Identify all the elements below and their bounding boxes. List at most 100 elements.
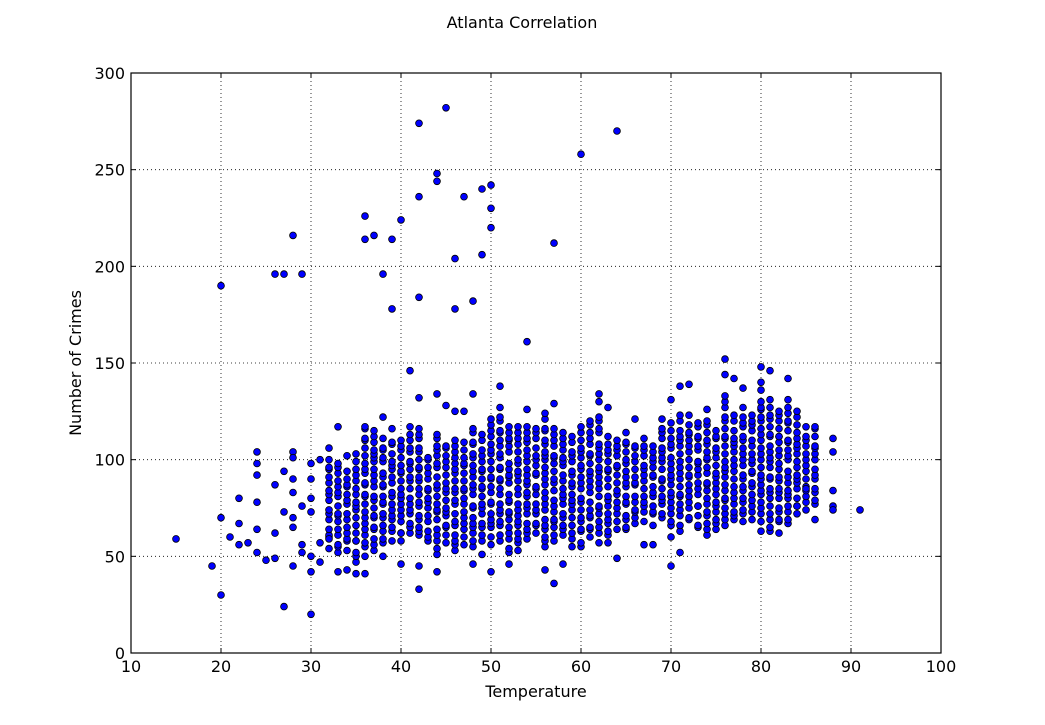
scatter-point	[433, 500, 441, 508]
scatter-point	[739, 403, 747, 412]
scatter-point	[775, 446, 783, 454]
scatter-point	[487, 498, 495, 507]
scatter-point	[784, 446, 792, 454]
scatter-point	[406, 484, 414, 493]
scatter-point	[541, 566, 549, 574]
scatter-point	[298, 502, 306, 510]
scatter-point	[631, 506, 639, 514]
scatter-point	[325, 486, 333, 495]
scatter-point	[478, 482, 486, 491]
scatter-point	[451, 305, 459, 313]
scatter-point	[793, 428, 801, 437]
scatter-point	[613, 127, 621, 135]
scatter-point	[388, 438, 396, 447]
scatter-point	[793, 502, 801, 510]
scatter-point	[469, 297, 477, 305]
scatter-point	[622, 511, 630, 520]
scatter-point	[253, 459, 261, 468]
scatter-point	[334, 540, 342, 549]
scatter-point	[757, 444, 765, 452]
scatter-point	[370, 465, 378, 474]
scatter-point	[703, 519, 711, 528]
scatter-point	[721, 480, 729, 489]
scatter-point	[442, 521, 450, 530]
scatter-point	[766, 509, 774, 518]
scatter-point	[685, 380, 693, 389]
scatter-point	[676, 482, 684, 491]
scatter-point	[370, 511, 378, 520]
scatter-point	[280, 270, 288, 278]
scatter-point	[451, 496, 459, 505]
scatter-point	[460, 533, 468, 541]
scatter-point	[370, 426, 378, 435]
scatter-point	[514, 500, 522, 508]
scatter-point	[631, 451, 639, 460]
scatter-point	[703, 405, 711, 414]
scatter-point	[811, 515, 819, 524]
scatter-point	[595, 413, 603, 421]
scatter-point	[505, 523, 513, 532]
scatter-point	[604, 527, 612, 535]
scatter-point	[496, 450, 504, 458]
scatter-point	[379, 509, 387, 518]
scatter-point	[370, 523, 378, 532]
scatter-point	[667, 562, 675, 570]
scatter-point	[343, 566, 351, 574]
scatter-point	[523, 337, 531, 346]
scatter-point	[757, 386, 765, 394]
scatter-point	[712, 461, 720, 470]
scatter-point	[352, 569, 360, 578]
scatter-point	[703, 448, 711, 456]
scatter-point	[442, 504, 450, 512]
scatter-point	[460, 192, 468, 201]
scatter-point	[262, 556, 270, 564]
scatter-point	[172, 535, 180, 543]
scatter-point	[478, 550, 486, 559]
scatter-point	[424, 494, 432, 503]
scatter-point	[577, 473, 585, 481]
scatter-point	[478, 492, 486, 501]
scatter-point	[469, 461, 477, 470]
scatter-point	[604, 403, 612, 412]
scatter-point	[361, 569, 369, 578]
x-tick-label: 80	[751, 657, 771, 676]
scatter-point	[415, 424, 423, 433]
scatter-point	[352, 450, 360, 458]
scatter-point	[334, 459, 342, 468]
scatter-point	[721, 432, 729, 441]
scatter-point	[442, 451, 450, 460]
scatter-point	[775, 424, 783, 433]
scatter-point	[478, 250, 486, 259]
scatter-point	[424, 527, 432, 535]
scatter-point	[487, 509, 495, 518]
scatter-point	[550, 451, 558, 460]
scatter-point	[703, 436, 711, 445]
scatter-point	[442, 538, 450, 547]
scatter-point	[550, 486, 558, 495]
scatter-point	[784, 436, 792, 445]
scatter-point	[766, 523, 774, 532]
scatter-point	[406, 473, 414, 481]
scatter-point	[469, 450, 477, 458]
scatter-point	[766, 422, 774, 431]
scatter-point	[541, 488, 549, 497]
scatter-point	[523, 405, 531, 414]
scatter-point	[370, 504, 378, 512]
scatter-point	[775, 515, 783, 524]
scatter-point	[568, 432, 576, 441]
scatter-point	[640, 442, 648, 450]
scatter-point	[811, 432, 819, 441]
scatter-point	[631, 465, 639, 474]
scatter-point	[253, 471, 261, 479]
scatter-point	[280, 508, 288, 516]
scatter-point	[496, 475, 504, 483]
scatter-point	[433, 390, 441, 398]
scatter-point	[766, 395, 774, 404]
scatter-point	[505, 459, 513, 468]
scatter-point	[496, 382, 504, 391]
scatter-point	[523, 519, 531, 528]
scatter-point	[658, 475, 666, 483]
scatter-point	[415, 511, 423, 520]
scatter-point	[721, 450, 729, 458]
